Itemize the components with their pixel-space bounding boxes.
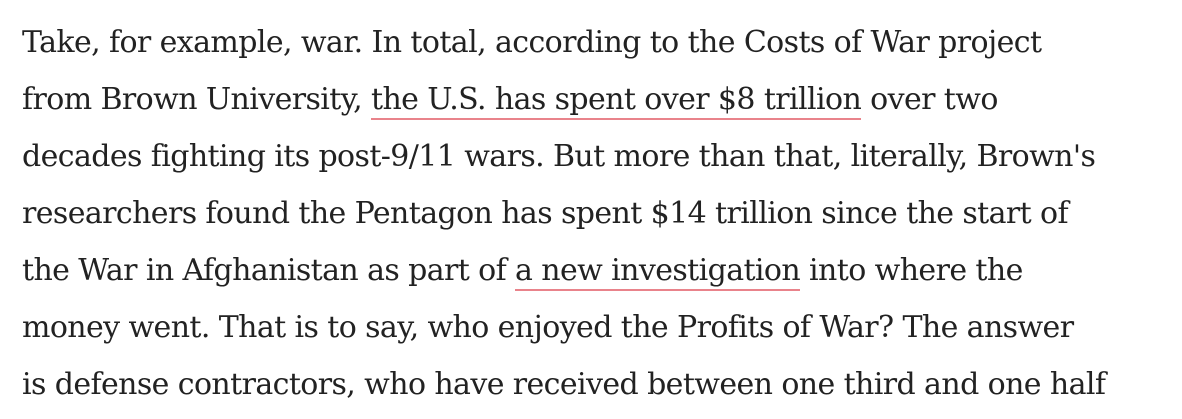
article-body: Take, for example, war. In total, accord… xyxy=(22,14,1172,413)
line-text: over two xyxy=(861,82,998,117)
line-text: into where the xyxy=(800,253,1023,288)
paragraph-line: researchers found the Pentagon has spent… xyxy=(22,196,1069,231)
line-text: from Brown University, xyxy=(22,82,371,117)
paragraph-line: the War in Afghanistan as part of a new … xyxy=(22,242,1172,299)
paragraph-line: Take, for example, war. In total, accord… xyxy=(22,25,1042,60)
paragraph-line: is defense contractors, who have receive… xyxy=(22,367,1106,402)
spending-link[interactable]: the U.S. has spent over $8 trillion xyxy=(371,82,862,120)
paragraph-line: from Brown University, the U.S. has spen… xyxy=(22,71,1172,128)
paragraph-line: money went. That is to say, who enjoyed … xyxy=(22,310,1074,345)
investigation-link[interactable]: a new investigation xyxy=(515,253,801,291)
paragraph-line: decades fighting its post-9/11 wars. But… xyxy=(22,139,1096,174)
line-text: the War in Afghanistan as part of xyxy=(22,253,516,288)
